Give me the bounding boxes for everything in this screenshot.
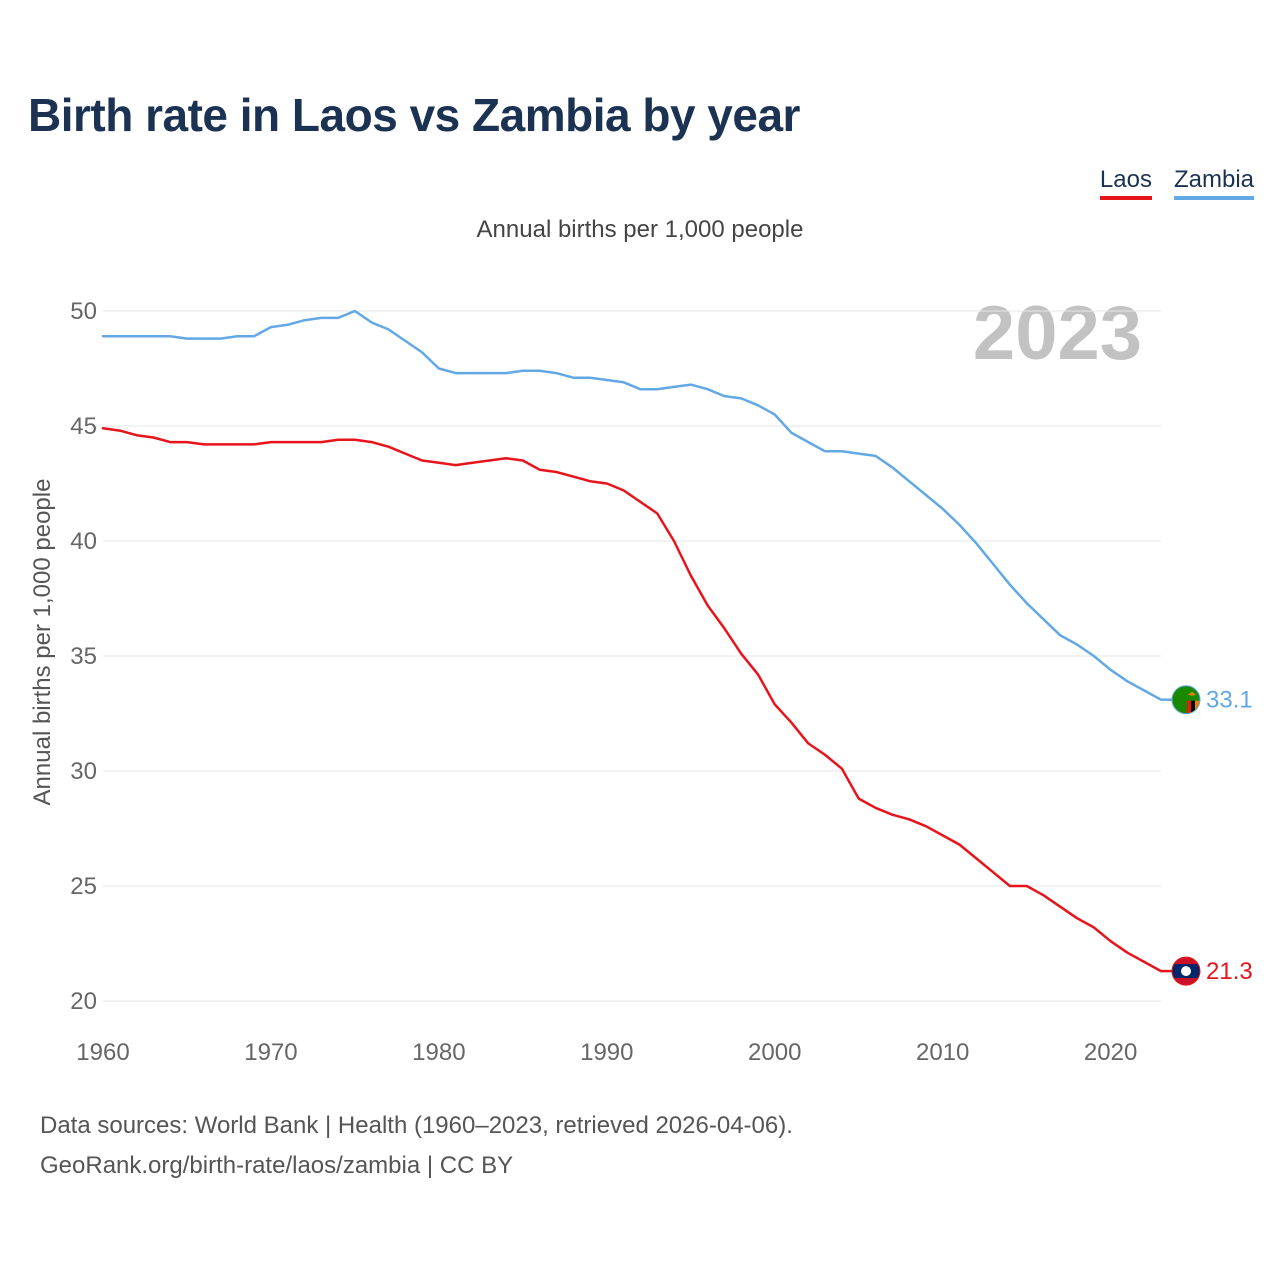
x-tick-label: 1990 (580, 1039, 633, 1066)
source-line-1: Data sources: World Bank | Health (1960–… (40, 1112, 793, 1139)
x-axis-ticks: 1960 1970 1980 1990 2000 2010 2020 (76, 1039, 1137, 1066)
grid-lines (103, 310, 1161, 1002)
y-tick-label: 40 (70, 528, 97, 555)
legend: Laos Zambia (1099, 166, 1254, 200)
y-tick-label: 30 (70, 758, 97, 785)
year-indicator: 2023 (972, 291, 1142, 376)
series-line-zambia (101, 309, 1163, 701)
y-tick-label: 50 (70, 298, 97, 325)
source-note: Data sources: World Bank | Health (1960–… (40, 1106, 793, 1186)
x-tick-label: 1980 (412, 1039, 465, 1066)
legend-item-zambia[interactable]: Zambia (1173, 166, 1254, 200)
page-title: Birth rate in Laos vs Zambia by year (28, 89, 800, 141)
x-tick-label: 2010 (916, 1039, 969, 1066)
source-line-2: GeoRank.org/birth-rate/laos/zambia | CC … (40, 1152, 514, 1179)
series-line-laos (101, 427, 1163, 973)
laos-flag-icon (1171, 956, 1201, 986)
x-tick-label: 2000 (748, 1039, 801, 1066)
y-tick-label: 45 (70, 413, 97, 440)
zambia-flag-icon (1171, 685, 1201, 715)
x-tick-label: 2020 (1084, 1039, 1137, 1066)
x-tick-label: 1970 (244, 1039, 297, 1066)
y-tick-label: 25 (70, 873, 97, 900)
legend-item-laos[interactable]: Laos (1099, 166, 1152, 200)
series-lines (101, 309, 1163, 973)
y-tick-label: 35 (70, 643, 97, 670)
x-tick-label: 1960 (76, 1039, 129, 1066)
end-value-label-zambia: 33.1 (1206, 687, 1253, 714)
chart-subtitle: Annual births per 1,000 people (476, 216, 804, 243)
end-value-label-laos: 21.3 (1206, 958, 1253, 985)
end-markers: 21.3 33.1 (1161, 685, 1253, 986)
y-axis-ticks: 20 25 30 35 40 45 50 (70, 298, 97, 1015)
y-tick-label: 20 (70, 988, 97, 1015)
